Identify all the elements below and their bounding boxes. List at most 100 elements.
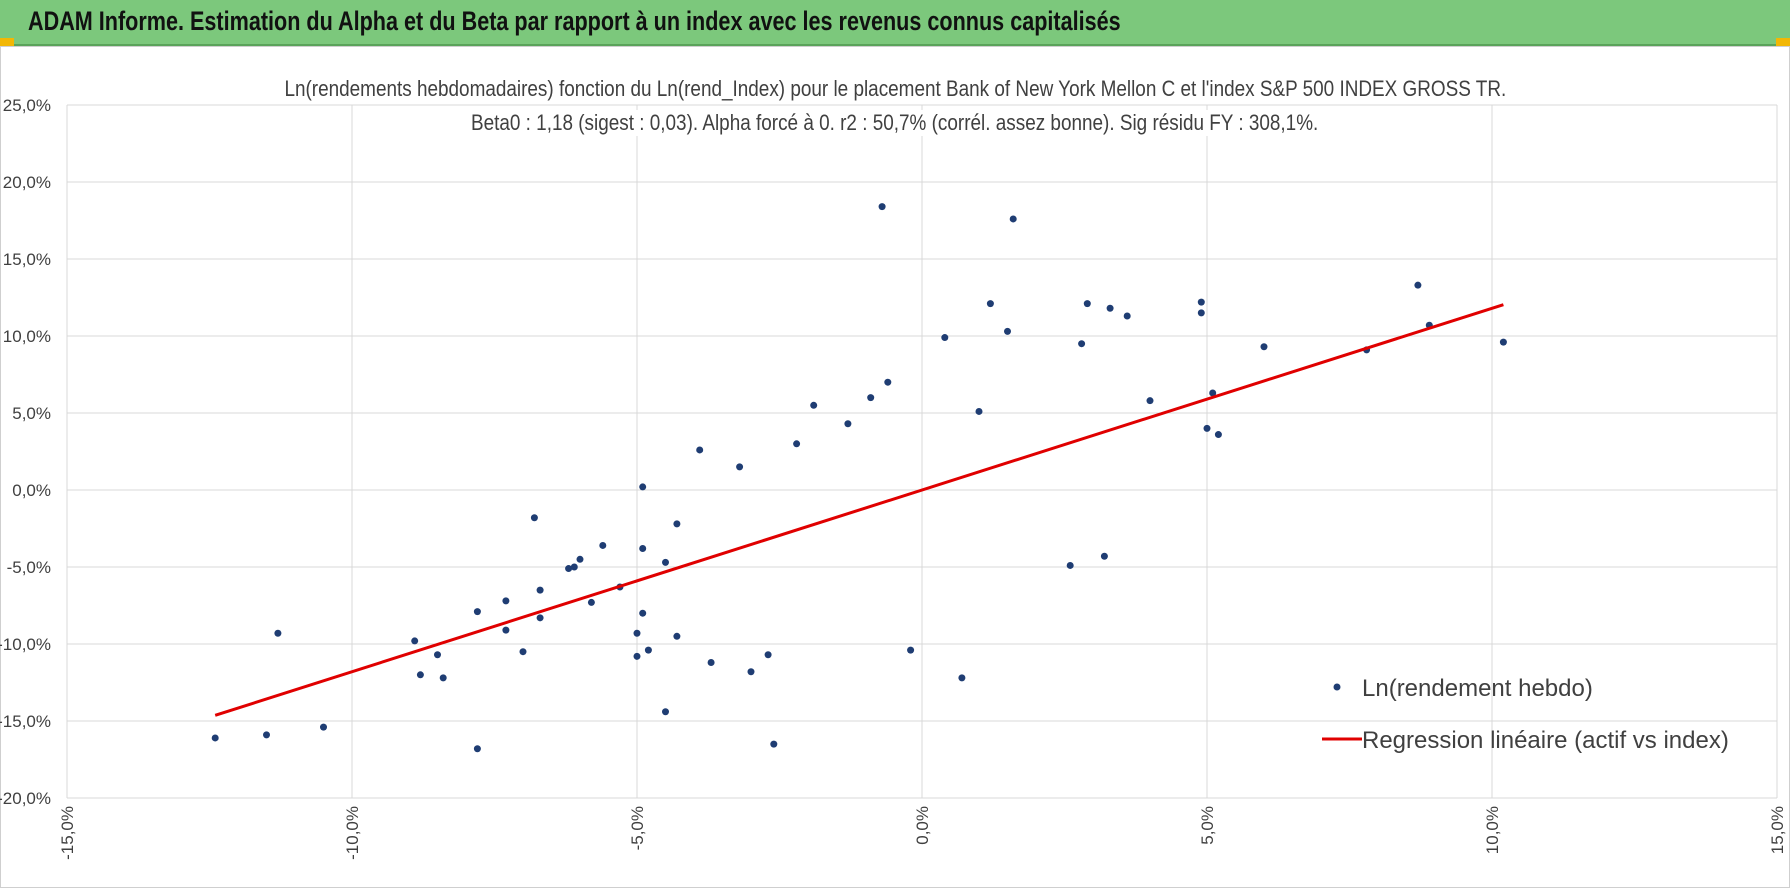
data-points [211,203,1507,753]
data-point [1197,309,1205,317]
chart-subtitle: Beta0 : 1,18 (sigest : 0,03). Alpha forc… [466,110,1324,136]
data-point [696,446,704,454]
data-point [565,565,573,573]
data-point [1209,389,1217,397]
data-point [1197,298,1205,306]
data-point [320,723,327,731]
data-point [747,668,755,676]
data-point [907,646,915,654]
data-point [673,520,681,528]
data-point [764,651,772,659]
data-point [473,608,481,616]
gridlines [66,104,1778,799]
data-point [502,597,510,605]
data-point [941,334,949,342]
data-point [736,463,744,471]
data-point [633,629,641,637]
data-point [530,514,538,522]
data-point [770,740,778,748]
y-tick-label: -5,0% [7,558,51,577]
data-point [639,483,647,491]
data-point [1078,340,1086,348]
data-point [867,394,875,402]
legend-marker-scatter [1333,683,1341,691]
data-point [644,646,652,654]
data-point [810,401,818,409]
data-point [673,632,681,640]
data-point [878,203,886,211]
y-tick-label: 15,0% [3,250,51,269]
y-tick-label: 10,0% [3,327,51,346]
y-tick-label: -10,0% [0,635,51,654]
legend: Ln(rendement hebdo) Regression linéaire … [1322,675,1729,754]
data-point [707,658,715,666]
data-point [793,440,801,448]
data-point [633,652,641,660]
y-tick-label: 0,0% [12,481,51,500]
data-point [536,586,544,594]
data-point [1083,300,1091,308]
regression-layer [214,303,1504,717]
report-banner: ADAM Informe. Estimation du Alpha et du … [0,0,1790,46]
data-point [587,598,595,606]
y-tick-label: 25,0% [3,96,51,115]
chart-title-wrap: Ln(rendements hebdomadaires) fonction du… [0,76,1790,102]
y-tick-label: -20,0% [0,789,51,808]
x-tick-label: -10,0% [343,806,362,860]
data-point [844,420,852,428]
data-point [1260,343,1268,351]
data-point [1214,431,1222,439]
chart-subtitle-wrap: Beta0 : 1,18 (sigest : 0,03). Alpha forc… [0,110,1790,136]
chart-title: Ln(rendements hebdomadaires) fonction du… [278,76,1512,102]
y-tick-label: 5,0% [12,404,51,423]
report-title: ADAM Informe. Estimation du Alpha et du … [28,6,1121,36]
data-point [1106,304,1114,312]
data-point [1203,424,1211,432]
data-point [519,648,527,656]
data-point [1123,312,1131,320]
data-point [1499,338,1507,346]
data-point [263,731,270,739]
data-point [274,629,282,637]
data-point [1009,215,1017,223]
x-tick-label: 10,0% [1483,806,1502,854]
data-point [536,614,544,622]
data-point [434,651,441,659]
tick-labels: -15,0% -10,0% -5,0% 0,0% 5,0% 10,0% 15,0% 25,0%… [0,96,1787,860]
data-point [884,378,892,386]
x-tick-label: 15,0% [1768,806,1787,854]
data-point [211,734,219,742]
data-point [1414,281,1422,289]
data-point [416,671,424,679]
data-point [473,745,481,753]
y-tick-label: -15,0% [0,712,51,731]
legend-label-line: Regression linéaire (actif vs index) [1362,727,1729,754]
data-point [411,637,419,645]
regression-line [214,303,1504,717]
data-point [599,541,607,549]
data-point [502,626,510,634]
data-point [986,300,994,308]
data-point [1066,561,1074,569]
corner-marker-right [1776,38,1790,46]
data-point [1100,552,1108,560]
data-point [958,674,966,682]
data-point [439,674,447,682]
x-tick-label: -15,0% [58,806,77,860]
x-tick-label: 0,0% [913,806,932,845]
y-tick-label: 20,0% [3,173,51,192]
data-point [639,609,647,617]
data-point [1146,397,1154,405]
data-point [576,555,584,563]
corner-marker-left [0,38,14,46]
data-point [975,407,983,415]
legend-label-scatter: Ln(rendement hebdo) [1362,675,1593,702]
data-point [662,558,669,566]
x-tick-label: 5,0% [1198,806,1217,845]
data-point [662,708,669,716]
data-point [639,545,647,553]
data-point [1004,327,1011,335]
x-tick-label: -5,0% [628,806,647,850]
data-point [570,563,578,571]
